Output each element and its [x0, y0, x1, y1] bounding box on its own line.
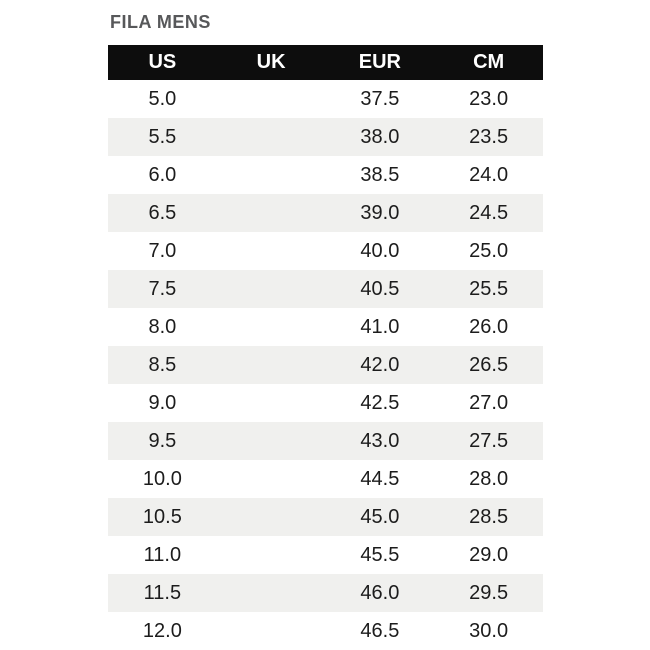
table-cell	[216, 232, 326, 270]
table-cell	[216, 156, 326, 194]
table-cell: 5.5	[108, 118, 217, 156]
table-cell: 23.0	[434, 80, 543, 118]
table-cell	[216, 460, 326, 498]
table-cell: 12.0	[108, 612, 217, 650]
table-cell: 40.5	[325, 270, 435, 308]
table-cell: 5.0	[108, 80, 217, 118]
table-cell: 25.5	[434, 270, 543, 308]
table-cell	[216, 80, 326, 118]
column-header-eur: EUR	[325, 45, 435, 80]
table-row: 10.0 44.5 28.0	[108, 460, 543, 498]
table-cell: 29.5	[434, 574, 543, 612]
table-cell: 24.0	[434, 156, 543, 194]
table-cell: 26.5	[434, 346, 543, 384]
table-cell: 26.0	[434, 308, 543, 346]
table-cell: 25.0	[434, 232, 543, 270]
table-cell	[216, 498, 326, 536]
table-cell	[216, 384, 326, 422]
table-row: 8.0 41.0 26.0	[108, 308, 543, 346]
table-cell: 23.5	[434, 118, 543, 156]
table-cell: 9.5	[108, 422, 217, 460]
table-row: 7.5 40.5 25.5	[108, 270, 543, 308]
table-cell: 42.5	[325, 384, 435, 422]
table-row: 11.5 46.0 29.5	[108, 574, 543, 612]
header-row: US UK EUR CM	[108, 45, 543, 80]
table-cell: 38.0	[325, 118, 435, 156]
table-cell: 9.0	[108, 384, 217, 422]
table-row: 6.0 38.5 24.0	[108, 156, 543, 194]
table-cell: 7.5	[108, 270, 217, 308]
table-cell: 27.0	[434, 384, 543, 422]
table-cell	[216, 270, 326, 308]
column-header-uk: UK	[216, 45, 326, 80]
table-cell	[216, 194, 326, 232]
size-chart-title: FILA MENS	[110, 12, 211, 32]
table-cell: 44.5	[325, 460, 435, 498]
table-cell: 7.0	[108, 232, 217, 270]
size-table-header: US UK EUR CM	[108, 45, 543, 80]
table-cell	[216, 346, 326, 384]
table-cell: 10.0	[108, 460, 217, 498]
table-cell: 45.0	[325, 498, 435, 536]
table-row: 8.5 42.0 26.5	[108, 346, 543, 384]
table-cell: 41.0	[325, 308, 435, 346]
table-row: 10.5 45.0 28.5	[108, 498, 543, 536]
table-row: 9.0 42.5 27.0	[108, 384, 543, 422]
table-cell: 28.0	[434, 460, 543, 498]
table-row: 5.0 37.5 23.0	[108, 80, 543, 118]
table-cell: 27.5	[434, 422, 543, 460]
table-row: 12.0 46.5 30.0	[108, 612, 543, 650]
table-cell: 29.0	[434, 536, 543, 574]
table-cell: 30.0	[434, 612, 543, 650]
table-cell: 37.5	[325, 80, 435, 118]
table-cell: 39.0	[325, 194, 435, 232]
size-chart-table: US UK EUR CM 5.0 37.5 23.0 5.5 38.0 23.5 6.0 38…	[108, 45, 543, 650]
size-chart: FILA MENS US UK EUR CM 5.0 37.5 23.0 5.5 38.…	[108, 12, 543, 650]
table-cell: 45.5	[325, 536, 435, 574]
table-row: 5.5 38.0 23.5	[108, 118, 543, 156]
table-cell	[216, 612, 326, 650]
table-cell	[216, 536, 326, 574]
table-cell: 8.5	[108, 346, 217, 384]
table-cell: 42.0	[325, 346, 435, 384]
table-cell: 28.5	[434, 498, 543, 536]
table-cell: 10.5	[108, 498, 217, 536]
table-cell: 11.0	[108, 536, 217, 574]
table-cell: 24.5	[434, 194, 543, 232]
size-table-body: 5.0 37.5 23.0 5.5 38.0 23.5 6.0 38.5 24.0 6.5 39.0…	[108, 80, 543, 650]
table-cell	[216, 308, 326, 346]
table-cell: 6.0	[108, 156, 217, 194]
table-cell: 43.0	[325, 422, 435, 460]
table-cell	[216, 574, 326, 612]
table-cell: 40.0	[325, 232, 435, 270]
table-cell: 11.5	[108, 574, 217, 612]
column-header-cm: CM	[434, 45, 543, 80]
table-row: 6.5 39.0 24.5	[108, 194, 543, 232]
column-header-us: US	[108, 45, 217, 80]
table-cell: 46.5	[325, 612, 435, 650]
table-row: 11.0 45.5 29.0	[108, 536, 543, 574]
table-cell	[216, 118, 326, 156]
table-cell: 46.0	[325, 574, 435, 612]
table-cell: 38.5	[325, 156, 435, 194]
table-row: 7.0 40.0 25.0	[108, 232, 543, 270]
table-cell: 8.0	[108, 308, 217, 346]
table-row: 9.5 43.0 27.5	[108, 422, 543, 460]
table-cell: 6.5	[108, 194, 217, 232]
table-cell	[216, 422, 326, 460]
